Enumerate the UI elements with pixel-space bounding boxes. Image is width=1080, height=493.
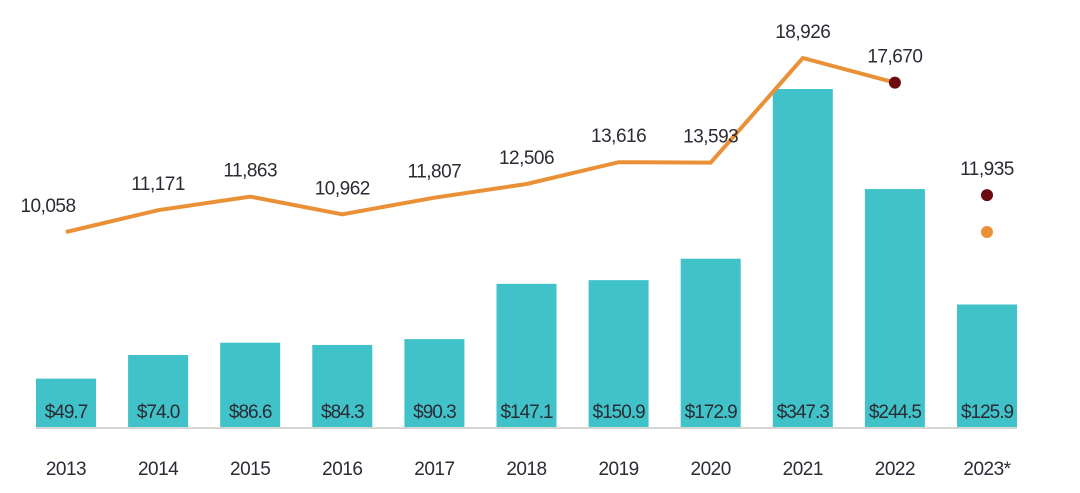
bar-2017 <box>404 339 465 427</box>
line-label: 10,962 <box>315 178 370 199</box>
line-label: 11,863 <box>223 161 277 182</box>
x-tick-label: 2015 <box>230 459 270 480</box>
bar-series <box>36 89 1017 427</box>
x-tick-label: 2019 <box>598 459 638 480</box>
orange-marker <box>981 226 993 238</box>
bar-label: $125.9 <box>961 402 1014 423</box>
bar-label: $172.9 <box>685 402 738 423</box>
bar-data-labels: $49.7 $74.0 $86.6 $84.3 $90.3 $147.1 $150.9 $17… <box>45 402 1015 423</box>
bar-label: $347.3 <box>777 402 830 423</box>
marker-label: 11,935 <box>960 159 1014 180</box>
x-tick-label: 2022 <box>875 459 915 480</box>
x-axis-tick-labels: 2013 2014 2015 2016 2017 2018 2019 2020 2021 2022… <box>46 459 1012 480</box>
bar-2021 <box>772 89 833 427</box>
line-path <box>65 55 896 234</box>
x-tick-label: 2017 <box>414 459 454 480</box>
line-label: 11,807 <box>408 162 462 183</box>
line-label: 13,593 <box>683 127 738 148</box>
x-tick-label: 2013 <box>46 459 86 480</box>
bar-2023 <box>957 304 1017 427</box>
bar-2015 <box>220 342 281 427</box>
x-tick-label: 2023* <box>963 459 1011 480</box>
bar-label: $74.0 <box>137 402 180 423</box>
x-tick-label: 2014 <box>138 459 179 480</box>
bar-2019 <box>588 280 649 427</box>
bar-label: $90.3 <box>413 402 456 423</box>
bar-2018 <box>496 283 557 427</box>
x-tick-label: 2018 <box>506 459 546 480</box>
bar-label: $49.7 <box>45 402 88 423</box>
dark-red-marker <box>888 76 901 89</box>
dark-red-marker <box>981 189 993 202</box>
line-data-labels: 10,058 11,171 11,863 10,962 11,807 12,506 13,6… <box>20 22 1014 217</box>
line-label: 18,926 <box>775 22 830 43</box>
x-tick-label: 2016 <box>322 459 362 480</box>
line-label: 17,670 <box>867 47 922 68</box>
line-label: 12,506 <box>499 148 554 169</box>
bar-label: $150.9 <box>593 402 646 423</box>
line-series <box>65 55 896 234</box>
line-label: 10,058 <box>20 196 75 217</box>
x-tick-label: 2021 <box>783 459 823 480</box>
bar-2013 <box>36 378 96 427</box>
bar-label: $86.6 <box>229 402 272 423</box>
scatter-markers <box>888 76 993 238</box>
bar-2014 <box>128 354 189 427</box>
line-label: 13,616 <box>591 126 646 147</box>
bar-label: $244.5 <box>869 402 922 423</box>
bar-2020 <box>680 258 741 427</box>
x-tick-label: 2020 <box>691 459 731 480</box>
bar-label: $84.3 <box>321 402 364 423</box>
line-label: 11,171 <box>131 174 185 195</box>
bar-2016 <box>312 344 373 427</box>
bar-2022 <box>864 189 925 427</box>
bar-label: $147.1 <box>500 402 553 423</box>
